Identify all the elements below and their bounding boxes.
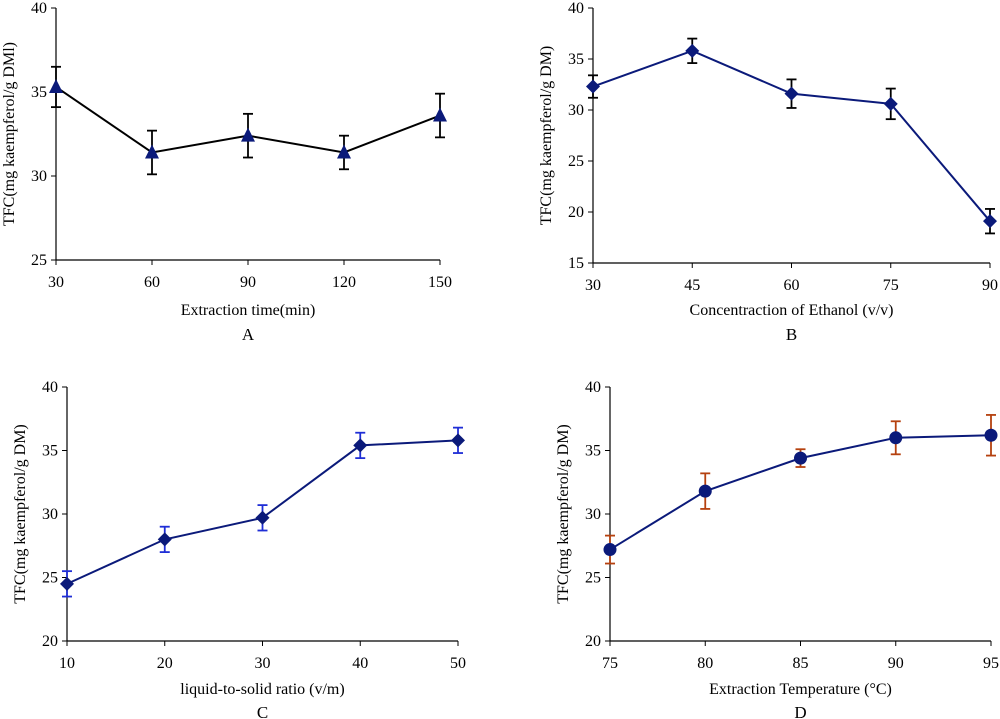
y-axis-label: TFC(mg kaempferol/g DM) [12,424,29,604]
x-tick-label: 90 [888,655,904,672]
y-tick-label: 30 [568,102,584,119]
y-tick-label: 20 [585,633,601,650]
x-axis-label: liquid-to-solid ratio (v/m) [180,681,344,698]
data-point-diamond [685,43,700,58]
y-tick-label: 40 [585,379,601,396]
data-point-diamond [353,438,368,453]
y-tick-label: 35 [31,84,47,101]
x-tick-label: 45 [684,277,700,294]
chart-panel-b: 15 20 25 30 35 40 30 45 60 75 90 Concentraction of … [538,0,998,344]
data-point-circle [698,484,712,498]
x-tick-label: 30 [255,655,271,672]
data-point-circle [984,428,998,442]
x-tick-label: 80 [697,655,713,672]
data-point-diamond [451,433,465,448]
y-tick-label: 35 [42,443,58,460]
x-tick-label: 60 [144,274,160,291]
data-point-diamond [255,510,270,525]
x-tick-label: 30 [585,277,601,294]
x-tick-label: 85 [793,655,809,672]
data-point-triangle [241,127,255,142]
data-point-circle [794,451,807,465]
y-tick-label: 35 [568,51,584,68]
x-axis-label: Extraction time(min) [181,302,316,319]
x-tick-label: 10 [59,655,75,672]
y-tick-label: 35 [585,443,601,460]
y-axis-label: TFC(mg kaempferol/g DM) [555,424,572,604]
y-tick-label: 15 [568,255,584,272]
y-tick-label: 20 [42,633,58,650]
data-point-diamond [586,79,600,94]
data-point-circle [889,431,903,445]
x-tick-label: 90 [982,277,998,294]
data-point-triangle [433,107,447,122]
panel-label: C [257,703,268,719]
y-axis-label: TFC(mg kaempferol/g DMl) [1,42,18,226]
x-tick-label: 150 [428,274,452,291]
y-tick-label: 40 [568,0,584,17]
x-tick-label: 120 [332,274,356,291]
data-point-diamond [883,96,898,111]
data-point-diamond [60,576,74,591]
y-axis-label: TFC(mg kaempferol/g DM) [538,46,555,226]
y-tick-label: 30 [585,506,601,523]
panel-label: A [242,325,255,344]
y-tick-label: 40 [31,0,47,17]
y-tick-label: 30 [42,506,58,523]
x-tick-label: 50 [450,655,466,672]
x-axis-label: Extraction Temperature (°C) [709,681,892,698]
series-line [592,49,991,222]
data-point-triangle [145,144,159,159]
chart-panel-d: 20 25 30 35 40 75 80 85 90 95 Extraction Temperatu… [555,379,999,719]
y-tick-label: 25 [31,252,47,269]
x-tick-label: 90 [240,274,256,291]
panel-label: D [794,703,806,719]
x-tick-label: 40 [352,655,368,672]
data-point-circle [603,543,617,557]
x-axis-label: Concentraction of Ethanol (v/v) [690,302,894,319]
x-tick-label: 75 [602,655,618,672]
y-tick-label: 25 [42,570,58,587]
y-tick-label: 20 [568,204,584,221]
y-tick-label: 40 [42,379,58,396]
x-tick-label: 20 [157,655,173,672]
data-point-diamond [784,86,799,101]
y-tick-label: 30 [31,168,47,185]
x-tick-label: 75 [883,277,899,294]
data-point-diamond [157,532,172,547]
data-point-triangle [337,144,351,159]
data-point-diamond [983,214,997,229]
y-tick-label: 25 [585,570,601,587]
x-tick-label: 60 [784,277,800,294]
y-tick-label: 25 [568,153,584,170]
data-point-triangle [49,78,63,93]
x-tick-label: 95 [983,655,999,672]
x-tick-label: 30 [48,274,64,291]
panel-label: B [786,325,797,344]
